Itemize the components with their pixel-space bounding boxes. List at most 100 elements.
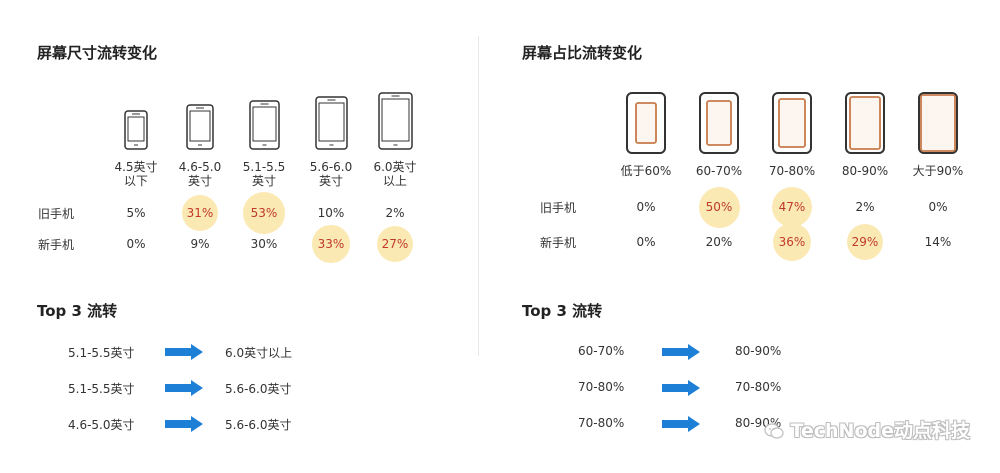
arrow-right-icon [662,380,700,396]
cell-value: 50% [705,200,733,214]
highlight-bubble [181,194,219,232]
cell-value: 2% [855,200,875,214]
column-label-line: 英寸 [318,174,343,188]
cell-value: 27% [381,237,409,251]
arrow-right-icon [165,344,203,360]
table-cell: 53% [234,192,294,234]
cell-value: 2% [385,206,405,220]
table-cell: 0% [106,226,166,262]
row-label: 旧手机 [38,207,75,221]
table-cell: 30% [234,226,294,262]
column-label-line: 以下 [123,174,148,188]
arrow-right-icon [165,416,203,432]
table-cell: 47% [762,186,822,228]
table-cell: 50% [689,186,749,228]
flow-to: 80-90% [735,344,782,358]
flow-to: 5.6-6.0英寸 [225,382,292,396]
phone-icon [248,100,280,150]
cell-value: 31% [186,206,214,220]
row-label: 旧手机 [540,201,577,215]
highlight-bubble [377,226,413,262]
column-label-line: 英寸 [187,174,212,188]
phone-icon [845,92,885,154]
left-top3-title: Top 3 流转 [37,302,118,320]
row-label: 新手机 [38,238,75,252]
flow-from: 5.1-5.5英寸 [68,346,135,360]
column-label: 70-80% [768,164,816,178]
column-label: 60-70% [695,164,743,178]
cell-value: 9% [190,237,210,251]
table-cell: 33% [301,225,361,263]
cell-value: 53% [250,206,278,220]
column-label-line: 以上 [382,174,407,188]
phone-icon [772,92,812,154]
flow-from: 5.1-5.5英寸 [68,382,135,396]
phone-icon [186,104,214,150]
watermark: TechNode动点科技 [764,416,970,443]
highlight-bubble [243,192,285,234]
wechat-icon [764,423,785,439]
cell-value: 30% [250,237,278,251]
column-label: 低于60% [620,164,672,178]
table-cell: 10% [301,195,361,231]
highlight-bubble [312,225,350,263]
column-label-line: 5.6-6.0 [309,160,353,174]
flow-from: 70-80% [578,416,625,430]
left-title: 屏幕尺寸流转变化 [37,44,158,62]
highlight-bubble [698,186,740,228]
phone-icon [699,92,739,154]
column-label-line: 6.0英寸 [373,160,417,174]
column-label: 4.6-5.0 英寸 [168,160,232,188]
arrow-right-icon [662,344,700,360]
table-cell: 31% [170,194,230,232]
column-label-line: 5.1-5.5 [242,160,286,174]
table-cell: 2% [365,195,425,231]
row-label: 新手机 [540,236,577,250]
highlight-bubble [773,223,811,261]
column-label: 5.6-6.0 英寸 [299,160,363,188]
column-label: 4.5英寸 以下 [104,160,168,188]
column-label-line: 4.6-5.0 [178,160,222,174]
cell-value: 0% [928,200,948,214]
cell-value: 10% [317,206,345,220]
column-label: 大于90% [912,164,964,178]
table-cell: 29% [835,223,895,261]
phone-icon [124,110,148,150]
flow-to: 6.0英寸以上 [225,346,293,360]
cell-value: 33% [317,237,345,251]
cell-value: 0% [636,200,656,214]
right-top3-title: Top 3 流转 [522,302,603,320]
table-cell: 27% [365,226,425,262]
panel-divider [478,36,479,356]
cell-value: 29% [851,235,879,249]
cell-value: 5% [126,206,146,220]
table-cell: 36% [762,223,822,261]
column-label-line: 英寸 [251,174,276,188]
column-label-line: 4.5英寸 [114,160,158,174]
cell-value: 0% [636,235,656,249]
cell-value: 14% [924,235,952,249]
column-label: 80-90% [841,164,889,178]
highlight-bubble [846,223,884,261]
table-cell: 5% [106,195,166,231]
phone-icon [377,92,413,150]
phone-icon [626,92,666,154]
arrow-right-icon [165,380,203,396]
table-cell: 14% [908,224,968,260]
table-cell: 2% [835,189,895,225]
table-cell: 0% [616,224,676,260]
cell-value: 20% [705,235,733,249]
cell-value: 47% [778,200,806,214]
column-label: 6.0英寸 以上 [363,160,427,188]
table-cell: 20% [689,224,749,260]
flow-to: 5.6-6.0英寸 [225,418,292,432]
table-cell: 0% [616,189,676,225]
column-label: 5.1-5.5 英寸 [232,160,296,188]
table-cell: 9% [170,226,230,262]
phone-icon [314,96,348,150]
flow-from: 4.6-5.0英寸 [68,418,135,432]
table-cell: 0% [908,189,968,225]
right-title: 屏幕占比流转变化 [522,44,643,62]
cell-value: 36% [778,235,806,249]
flow-from: 60-70% [578,344,625,358]
